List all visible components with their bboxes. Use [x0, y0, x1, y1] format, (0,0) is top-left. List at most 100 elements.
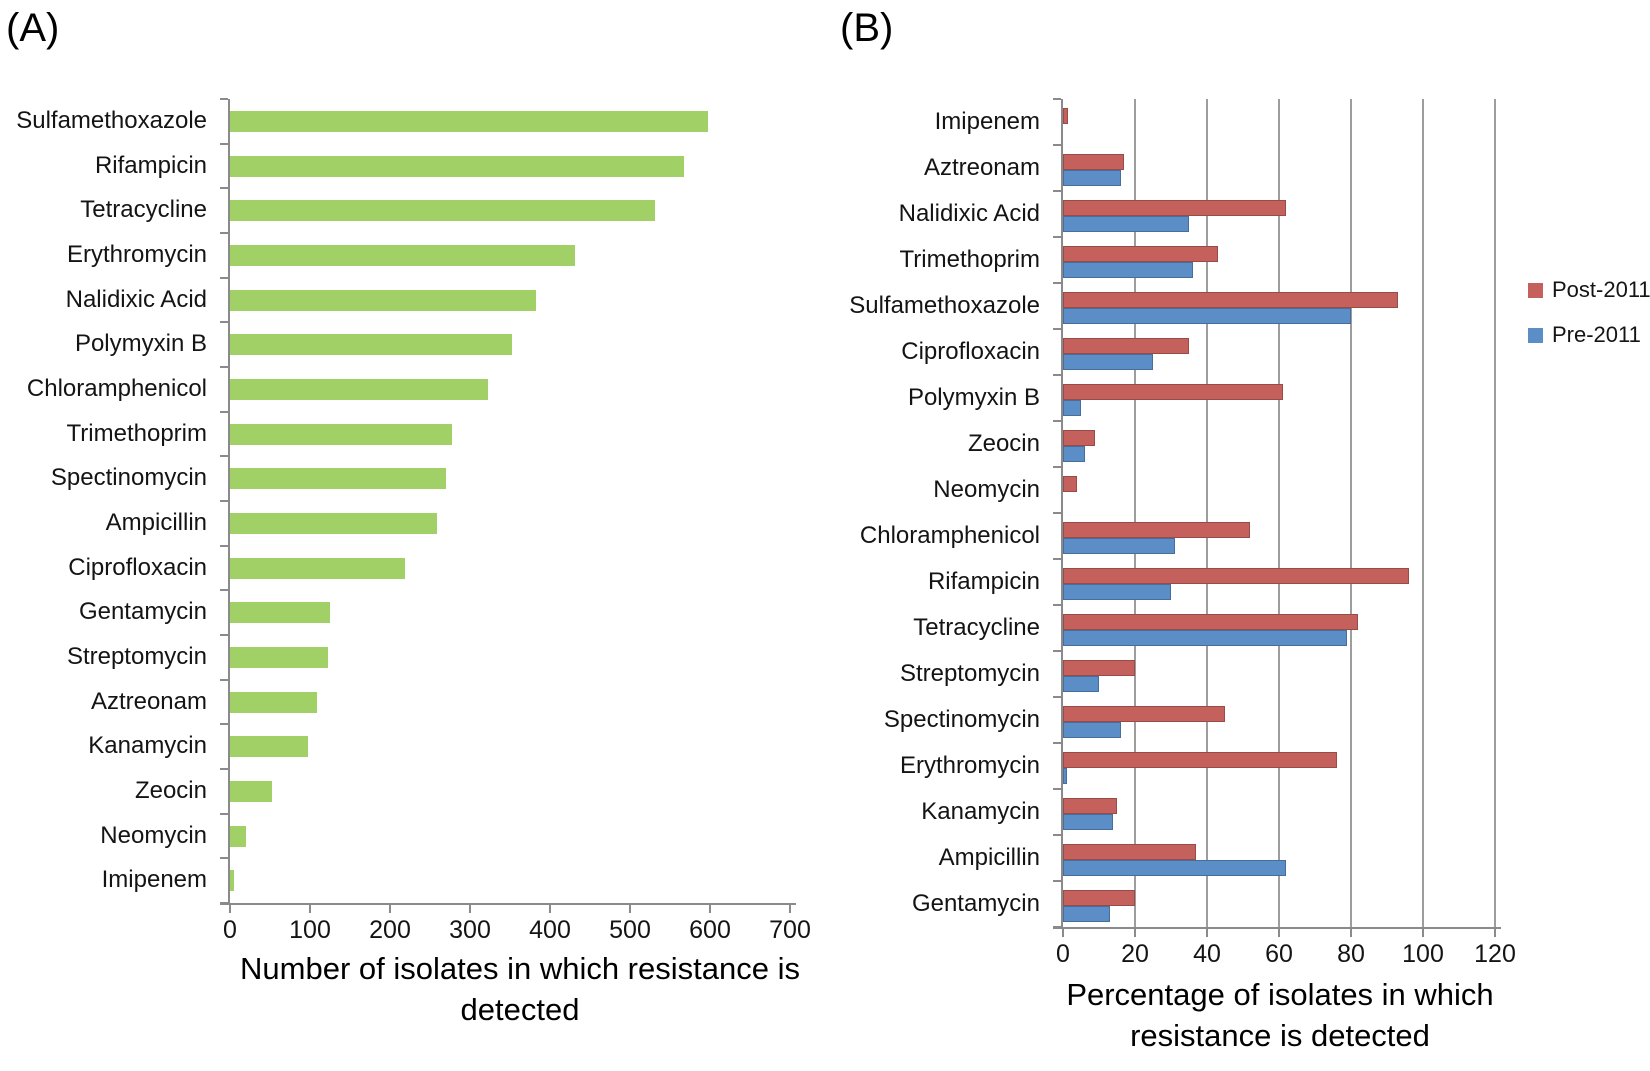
x-axis-tick [789, 905, 791, 913]
bar-erythromycin-post-2011 [1063, 752, 1337, 768]
bar-rifampicin-post-2011 [1063, 568, 1409, 584]
y-axis-tick [220, 187, 228, 190]
category-label-erythromycin: Erythromycin [66, 241, 207, 268]
category-label-aztreonam: Aztreonam [923, 154, 1040, 181]
bar-chloramphenicol-post-2011 [1063, 522, 1251, 538]
y-axis-tick [220, 142, 228, 145]
x-axis [220, 903, 796, 905]
category-label-streptomycin: Streptomycin [66, 643, 207, 670]
x-tick-label: 20 [1121, 940, 1149, 968]
category-label-zeocin: Zeocin [134, 777, 207, 804]
y-axis-tick [220, 98, 228, 100]
x-axis-tick [1062, 929, 1064, 937]
x-axis-tick [1278, 929, 1280, 937]
y-axis-tick [1053, 282, 1061, 284]
bar-ampicillin [230, 512, 438, 534]
bar-ciprofloxacin-post-2011 [1063, 338, 1189, 354]
category-label-rifampicin: Rifampicin [927, 568, 1040, 595]
category-label-aztreonam: Aztreonam [90, 687, 207, 715]
category-label-imipenem: Imipenem [934, 108, 1040, 135]
x-tick-label: 100 [289, 916, 331, 944]
y-axis-tick [1053, 604, 1061, 606]
x-axis-tick [389, 905, 391, 913]
y-axis-tick [1053, 834, 1061, 836]
x-tick-label: 80 [1337, 940, 1365, 968]
x-tick-label: 200 [369, 916, 411, 944]
x-axis-tick [1350, 929, 1352, 937]
panel-b-x-axis-title: Percentage of isolates in which resistan… [1035, 974, 1525, 1056]
y-axis-tick [1053, 466, 1061, 468]
bar-chloramphenicol-pre-2011 [1063, 538, 1175, 554]
axis-title-line: Percentage of isolates in which [1066, 977, 1494, 1012]
bar-ciprofloxacin [230, 557, 406, 579]
y-axis-tick [220, 812, 228, 815]
bar-sulfamethoxazole-post-2011 [1063, 292, 1398, 308]
y-axis-tick [1053, 328, 1061, 330]
category-label-ampicillin: Ampicillin [938, 844, 1040, 871]
category-label-nalidixic-acid: Nalidixic Acid [65, 285, 207, 313]
y-axis-tick [1053, 558, 1061, 560]
bar-polymyxin-b-pre-2011 [1063, 400, 1081, 416]
category-label-spectinomycin: Spectinomycin [883, 706, 1040, 733]
y-axis-tick [220, 500, 228, 502]
axis-title-line: detected [460, 992, 580, 1027]
bar-neomycin [230, 825, 246, 847]
bar-chloramphenicol [230, 378, 488, 400]
bar-streptomycin-post-2011 [1063, 660, 1135, 676]
y-axis-tick [220, 634, 228, 636]
x-tick-label: 400 [529, 916, 571, 944]
category-label-sulfamethoxazole: Sulfamethoxazole [16, 107, 207, 134]
x-axis-tick [229, 905, 231, 913]
category-label-imipenem: Imipenem [101, 866, 207, 894]
category-label-ciprofloxacin: Ciprofloxacin [68, 553, 207, 581]
y-axis-tick [220, 276, 228, 279]
bar-nalidixic-acid [230, 289, 536, 311]
y-axis-tick [220, 321, 228, 324]
gridline-80 [1350, 99, 1352, 927]
panel-a-label: (A) [6, 6, 60, 50]
bar-gentamycin-post-2011 [1063, 890, 1135, 906]
category-label-polymyxin-b: Polymyxin B [907, 384, 1040, 411]
category-label-chloramphenicol: Chloramphenicol [859, 522, 1040, 549]
y-axis-tick [220, 455, 228, 458]
y-axis-tick [1053, 696, 1061, 698]
x-tick-label: 100 [1402, 940, 1444, 968]
bar-trimethoprim-post-2011 [1063, 246, 1218, 262]
y-axis-tick [220, 232, 228, 234]
bar-nalidixic-acid-pre-2011 [1063, 216, 1189, 232]
axis-title-line: Number of isolates in which resistance i… [240, 951, 800, 986]
bar-ampicillin-post-2011 [1063, 844, 1197, 860]
bar-sulfamethoxazole [230, 110, 709, 132]
y-axis-tick [220, 589, 228, 592]
bar-kanamycin [230, 736, 309, 758]
category-label-trimethoprim: Trimethoprim [899, 246, 1040, 273]
bar-ampicillin-pre-2011 [1063, 860, 1287, 876]
legend-label: Post-2011 [1552, 277, 1650, 302]
y-axis-tick [1053, 374, 1061, 376]
bar-aztreonam-post-2011 [1063, 154, 1125, 170]
y-axis-tick [1053, 788, 1061, 790]
bar-kanamycin-post-2011 [1063, 798, 1117, 814]
category-label-zeocin: Zeocin [967, 430, 1040, 457]
y-axis-tick [1053, 880, 1061, 882]
bar-tetracycline-post-2011 [1063, 614, 1359, 630]
y-axis-tick [1053, 144, 1061, 146]
y-axis-tick [1053, 650, 1061, 652]
category-label-streptomycin: Streptomycin [899, 660, 1040, 687]
bar-spectinomycin [230, 468, 446, 490]
bar-erythromycin [230, 244, 575, 266]
x-tick-label: 0 [1056, 940, 1070, 968]
y-axis-tick [220, 857, 228, 860]
post-2011-swatch [1528, 282, 1543, 298]
category-label-gentamycin: Gentamycin [78, 598, 207, 626]
bar-trimethoprim-pre-2011 [1063, 262, 1193, 278]
x-axis-tick [309, 905, 311, 913]
legend-label: Pre-2011 [1552, 322, 1641, 347]
y-axis-tick [1053, 190, 1061, 192]
y-axis-tick [1053, 742, 1061, 744]
x-tick-label: 300 [449, 916, 491, 944]
gridline-120 [1494, 99, 1496, 927]
pre-2011-swatch [1528, 327, 1543, 343]
